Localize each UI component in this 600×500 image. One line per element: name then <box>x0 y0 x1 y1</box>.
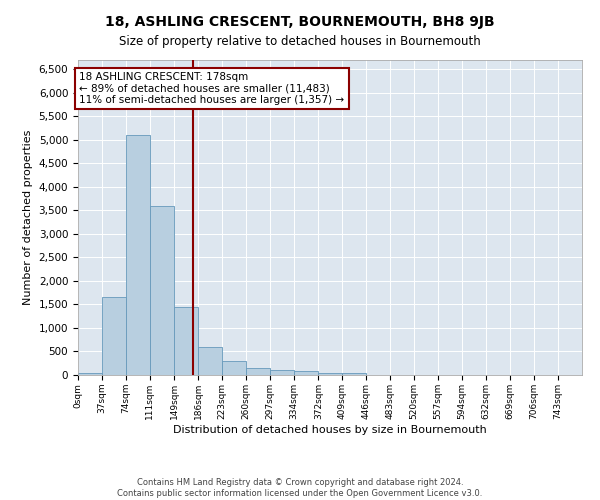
Bar <box>342 372 366 375</box>
Bar <box>319 372 342 375</box>
Bar <box>198 347 222 375</box>
Bar <box>78 372 102 375</box>
X-axis label: Distribution of detached houses by size in Bournemouth: Distribution of detached houses by size … <box>173 424 487 434</box>
Bar <box>270 370 294 375</box>
Text: Size of property relative to detached houses in Bournemouth: Size of property relative to detached ho… <box>119 35 481 48</box>
Bar <box>102 298 126 375</box>
Bar <box>174 307 198 375</box>
Bar <box>294 372 319 375</box>
Y-axis label: Number of detached properties: Number of detached properties <box>23 130 33 305</box>
Text: 18 ASHLING CRESCENT: 178sqm
← 89% of detached houses are smaller (11,483)
11% of: 18 ASHLING CRESCENT: 178sqm ← 89% of det… <box>79 72 344 105</box>
Bar <box>222 361 246 375</box>
Bar <box>150 206 174 375</box>
Bar <box>246 368 270 375</box>
Bar <box>126 135 150 375</box>
Text: 18, ASHLING CRESCENT, BOURNEMOUTH, BH8 9JB: 18, ASHLING CRESCENT, BOURNEMOUTH, BH8 9… <box>105 15 495 29</box>
Text: Contains HM Land Registry data © Crown copyright and database right 2024.
Contai: Contains HM Land Registry data © Crown c… <box>118 478 482 498</box>
